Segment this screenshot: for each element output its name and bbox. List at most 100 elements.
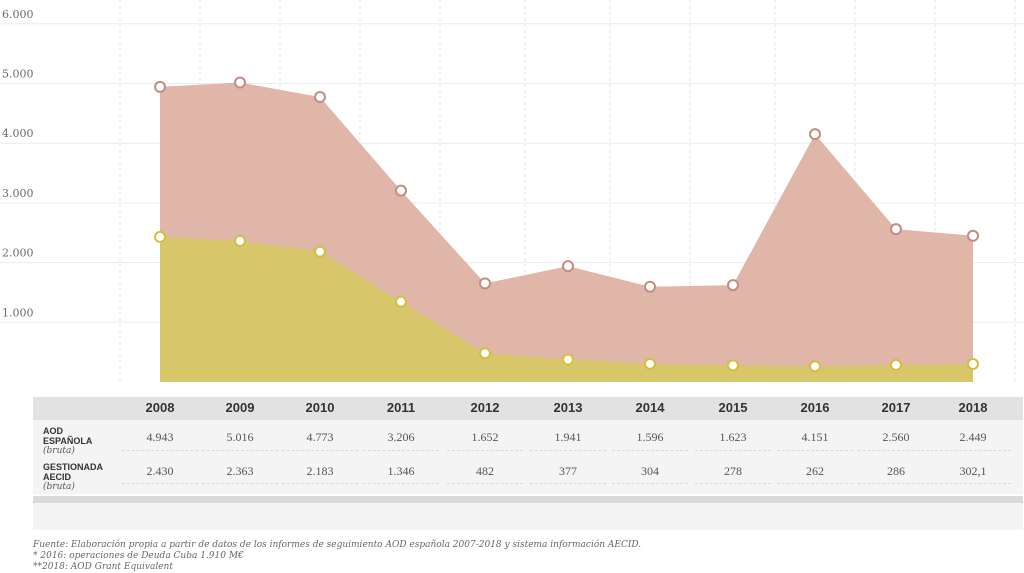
row-label-aecid-main: GESTIONADA: [43, 462, 104, 472]
table-cell-r0-2018: 2.449: [959, 430, 987, 444]
y-tick-label-4.000: 4.000: [2, 127, 34, 140]
table-separator: [282, 483, 358, 484]
marker-series-0-2009: [234, 76, 246, 89]
table-body: AOD ESPAÑOLA (bruta) GESTIONADA AECID (b…: [33, 420, 1023, 494]
marker-series-1-2015: [727, 359, 739, 372]
markers: [154, 76, 979, 373]
table-footer-band: [33, 503, 1023, 530]
table-year-2013: 2013: [553, 400, 583, 415]
marker-series-0-2012: [479, 277, 491, 290]
table-cell-r0-2013: 1.941: [554, 430, 582, 444]
marker-series-1-2017: [890, 358, 902, 371]
marker-series-1-2011: [395, 295, 407, 308]
table-separator: [530, 483, 606, 484]
table-separator: [695, 450, 771, 451]
table-separator: [122, 450, 198, 451]
table-separator: [363, 450, 439, 451]
row-label-aod-main2: ESPAÑOLA: [43, 436, 93, 446]
table-year-2010: 2010: [305, 400, 335, 415]
table-year-2018: 2018: [958, 400, 988, 415]
table-cell-r0-2015: 1.623: [719, 430, 747, 444]
area-series-1: [160, 236, 973, 382]
marker-series-0-2016: [809, 128, 821, 141]
table-separator: [363, 483, 439, 484]
table-separator: [612, 450, 688, 451]
table-cell-r0-2016: 4.151: [801, 430, 829, 444]
table-separator: [695, 483, 771, 484]
table-year-2008: 2008: [145, 400, 175, 415]
areas: [160, 82, 973, 382]
table-separator: [202, 483, 278, 484]
table-separator: [202, 450, 278, 451]
table-separator: [858, 483, 934, 484]
row-label-aecid: GESTIONADA AECID (bruta): [43, 462, 103, 492]
table-cell-r0-2011: 3.206: [387, 430, 415, 444]
marker-series-1-2008: [154, 230, 166, 243]
y-tick-label-2.000: 2.000: [2, 247, 34, 260]
marker-series-0-2008: [154, 80, 166, 93]
table-year-2016: 2016: [800, 400, 830, 415]
marker-series-0-2017: [890, 223, 902, 236]
table-separator: [612, 483, 688, 484]
table-cell-r0-2008: 4.943: [146, 430, 174, 444]
table-year-2015: 2015: [718, 400, 748, 415]
marker-series-1-2009: [234, 234, 246, 247]
table-cell-r1-2010: 2.183: [306, 464, 334, 478]
table-cell-r1-2013: 377: [559, 464, 577, 478]
row-label-aecid-sub: (bruta): [43, 482, 75, 492]
table-separator: [530, 450, 606, 451]
marker-series-0-2011: [395, 184, 407, 197]
y-tick-label-1.000: 1.000: [2, 306, 34, 319]
table-cell-r1-2008: 2.430: [146, 464, 174, 478]
table-separator: [447, 450, 523, 451]
table-year-2017: 2017: [881, 400, 911, 415]
table-separator: [122, 483, 198, 484]
table-separator: [777, 450, 853, 451]
marker-series-1-2014: [644, 357, 656, 370]
marker-series-0-2013: [562, 260, 574, 273]
table-separator: [935, 450, 1011, 451]
table-year-2011: 2011: [386, 400, 416, 415]
table-separator: [935, 483, 1011, 484]
area-chart: 1.000 2.000 3.000 4.000 5.000 6.000: [0, 0, 1024, 382]
footnote-2016: * 2016: operaciones de Deuda Cuba 1.910 …: [33, 551, 244, 561]
table-cell-r1-2017: 286: [887, 464, 905, 478]
row-label-aod: AOD ESPAÑOLA (bruta): [43, 426, 92, 456]
table-cell-r0-2014: 1.596: [636, 430, 664, 444]
y-tick-label-5.000: 5.000: [2, 68, 34, 81]
table-year-2012: 2012: [470, 400, 500, 415]
table-year-2014: 2014: [635, 400, 665, 415]
table-separator: [282, 450, 358, 451]
table-cell-r1-2018: 302,1: [959, 464, 987, 478]
marker-series-1-2010: [314, 245, 326, 258]
row-label-aod-main: AOD: [43, 426, 63, 436]
footnote-2018: **2018: AOD Grant Equivalent: [33, 562, 173, 572]
y-axis: 1.000 2.000 3.000 4.000 5.000 6.000: [2, 8, 34, 319]
table-divider: [33, 496, 1023, 503]
marker-series-1-2018: [967, 357, 979, 370]
table-separator: [447, 483, 523, 484]
table-header-row: 2008 2009 2010 2011 2012 2013 2014 2015 2016 2017…: [33, 397, 1023, 420]
table-cell-r1-2014: 304: [641, 464, 659, 478]
marker-series-1-2016: [809, 360, 821, 373]
data-table: 2008 2009 2010 2011 2012 2013 2014 2015 2016 2017…: [33, 397, 1023, 494]
table-year-2009: 2009: [225, 400, 255, 415]
table-cell-r0-2010: 4.773: [306, 430, 334, 444]
marker-series-0-2010: [314, 91, 326, 104]
table-separator: [777, 483, 853, 484]
marker-series-0-2014: [644, 280, 656, 293]
marker-series-1-2012: [479, 347, 491, 360]
table-cell-r1-2011: 1.346: [387, 464, 415, 478]
source-note: Fuente: Elaboración propia a partir de d…: [33, 540, 642, 550]
table-cell-r1-2015: 278: [724, 464, 742, 478]
table-cell-r1-2016: 262: [806, 464, 824, 478]
table-cell-r0-2017: 2.560: [882, 430, 910, 444]
table-separator: [858, 450, 934, 451]
y-tick-label-6.000: 6.000: [2, 8, 34, 21]
marker-series-0-2015: [727, 279, 739, 292]
table-cell-r1-2012: 482: [476, 464, 494, 478]
table-cell-r0-2009: 5.016: [226, 430, 254, 444]
row-label-aod-sub: (bruta): [43, 446, 75, 456]
table-cell-r0-2012: 1.652: [471, 430, 499, 444]
table-cell-r1-2009: 2.363: [226, 464, 254, 478]
